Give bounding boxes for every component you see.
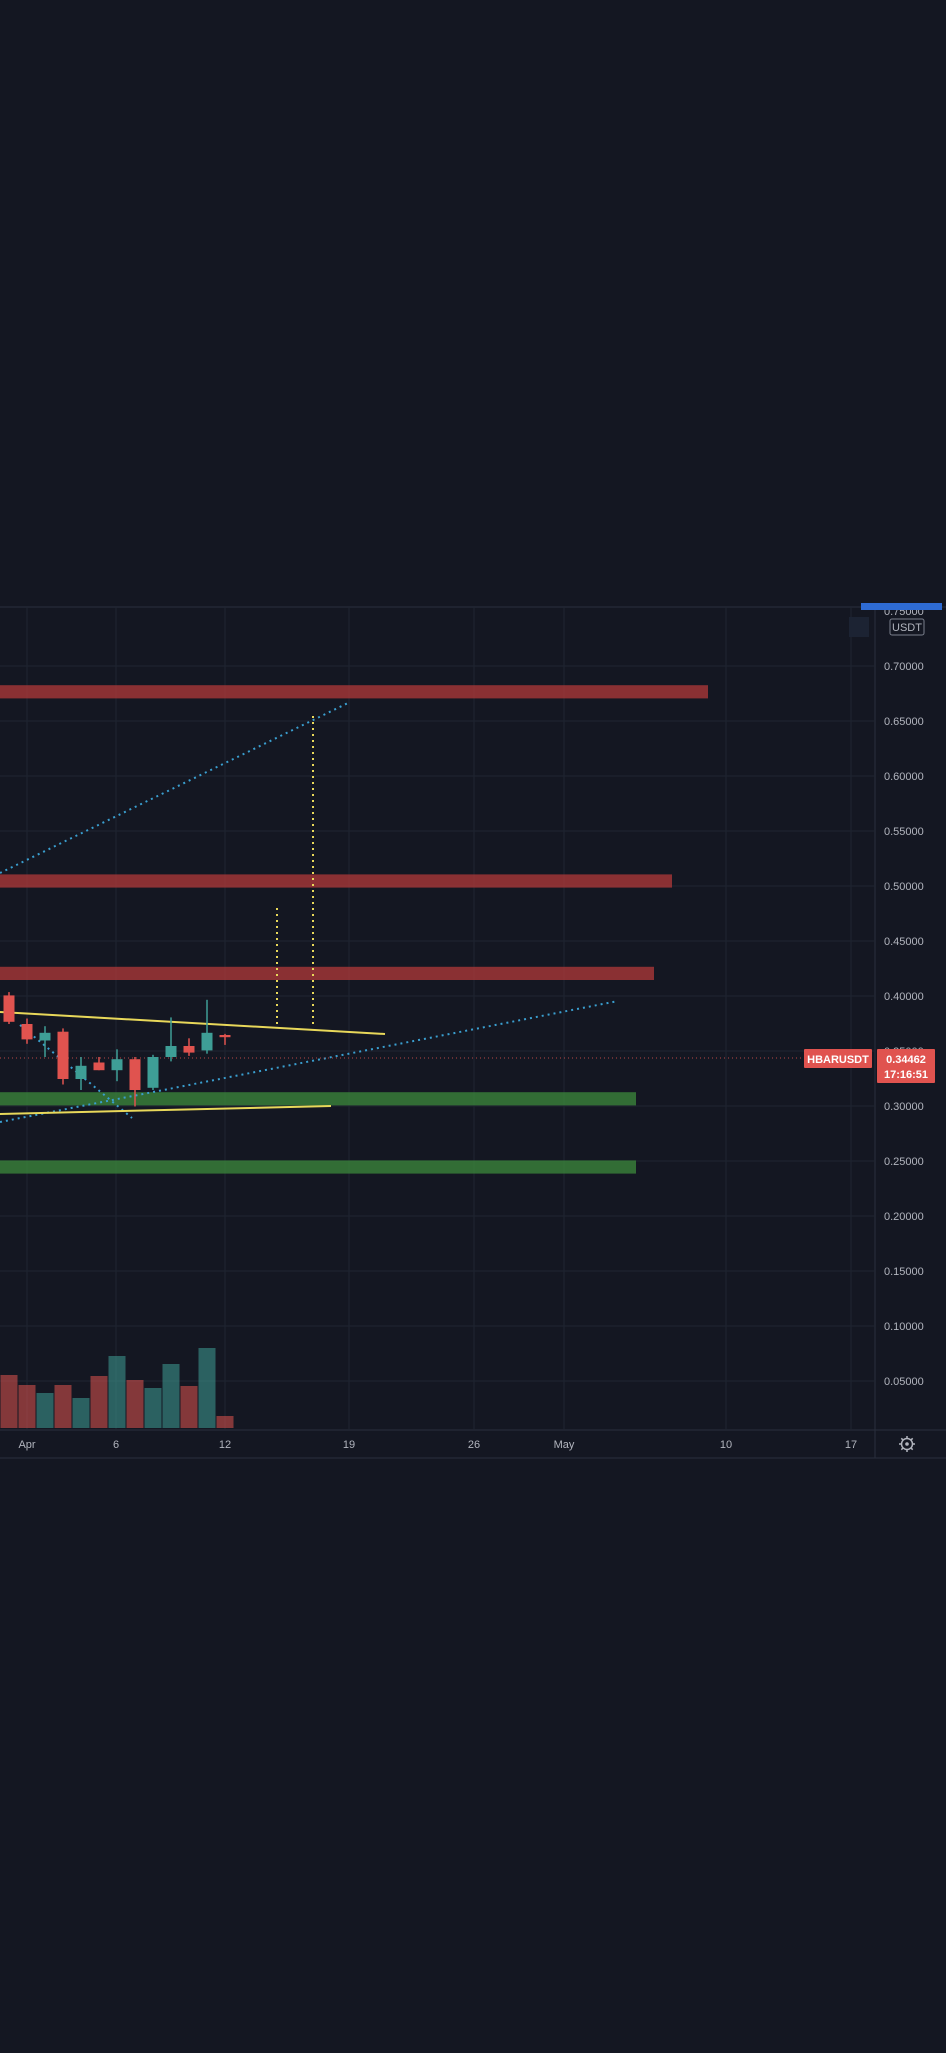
time-tick-label: Apr [18, 1439, 35, 1451]
candle-body [111, 1059, 123, 1071]
candle-body [147, 1057, 159, 1088]
gear-icon-teeth [899, 1436, 915, 1452]
volume-bar [162, 1364, 180, 1428]
time-tick-label: 6 [113, 1439, 119, 1451]
axis-layer: 0.750000.700000.650000.600000.550000.500… [18, 606, 923, 1451]
candle-body [3, 995, 15, 1022]
price-tick-label: 0.70000 [884, 661, 924, 673]
price-tick-label: 0.30000 [884, 1101, 924, 1113]
candle-body [129, 1059, 141, 1090]
volume-bar [144, 1388, 162, 1428]
resistance-zone [0, 966, 654, 980]
candle-body [165, 1046, 177, 1057]
volume-bar [0, 1375, 18, 1428]
settings-gear-icon[interactable] [899, 1436, 915, 1452]
last-price-value: 0.34462 [886, 1054, 926, 1066]
price-tick-label: 0.50000 [884, 881, 924, 893]
candle-body [57, 1031, 69, 1079]
time-tick-label: May [554, 1439, 575, 1451]
gear-icon-ring [900, 1437, 914, 1451]
volume-layer [0, 1348, 234, 1428]
triangle-upper-line [0, 1011, 386, 1035]
price-tick-label: 0.10000 [884, 1321, 924, 1333]
resistance-zone [0, 685, 708, 699]
price-tick-label: 0.60000 [884, 771, 924, 783]
candle-body [183, 1046, 195, 1053]
currency-badge[interactable] [889, 618, 925, 636]
dotted-trendline-upper [0, 701, 351, 874]
time-tick-label: 10 [720, 1439, 732, 1451]
candle-body [21, 1024, 33, 1040]
price-tick-label: 0.45000 [884, 936, 924, 948]
countdown-timer: 17:16:51 [884, 1069, 928, 1081]
price-tick-label: 0.25000 [884, 1156, 924, 1168]
time-tick-label: 19 [343, 1439, 355, 1451]
price-tick-label: 0.15000 [884, 1266, 924, 1278]
time-tick-label: 12 [219, 1439, 231, 1451]
zones-layer [0, 685, 708, 1174]
last-price-tag-bg [877, 1049, 935, 1083]
volume-bar [198, 1348, 216, 1428]
candle-body [75, 1065, 87, 1079]
triangle-lower-line [0, 1105, 332, 1115]
price-tick-label: 0.55000 [884, 826, 924, 838]
support-zone [0, 1092, 636, 1106]
volume-bar [36, 1393, 54, 1428]
price-tick-label: 0.40000 [884, 991, 924, 1003]
price-tick-label: 0.65000 [884, 716, 924, 728]
symbol-tag: HBARUSDT [807, 1054, 869, 1066]
currency-label: USDT [892, 622, 922, 634]
price-tick-label: 0.05000 [884, 1376, 924, 1388]
support-zone [0, 1160, 636, 1174]
grid [0, 606, 946, 1459]
price-tick-label: 0.20000 [884, 1211, 924, 1223]
volume-bar [108, 1356, 126, 1428]
volume-bar [72, 1398, 90, 1428]
time-tick-label: 17 [845, 1439, 857, 1451]
gear-icon-hub [905, 1442, 909, 1446]
candle-body [93, 1062, 105, 1071]
drawings-layer [0, 701, 804, 1123]
chart-button[interactable] [849, 617, 869, 637]
time-tick-label: 26 [468, 1439, 480, 1451]
candle-body [219, 1035, 231, 1038]
volume-bar [54, 1385, 72, 1428]
volume-bar [180, 1386, 198, 1428]
resistance-zone [0, 874, 672, 888]
candle-body [201, 1032, 213, 1051]
symbol-tag-bg [804, 1049, 872, 1068]
candles-layer [3, 992, 231, 1107]
volume-bar [216, 1416, 234, 1428]
scroll-indicator[interactable] [861, 603, 942, 610]
candle-body [39, 1032, 51, 1041]
volume-bar [126, 1380, 144, 1428]
volume-bar [18, 1385, 36, 1428]
ui-layer: USDT [849, 603, 942, 1452]
price-tags: HBARUSDT 0.34462 17:16:51 [804, 1049, 935, 1083]
volume-bar [90, 1376, 108, 1428]
